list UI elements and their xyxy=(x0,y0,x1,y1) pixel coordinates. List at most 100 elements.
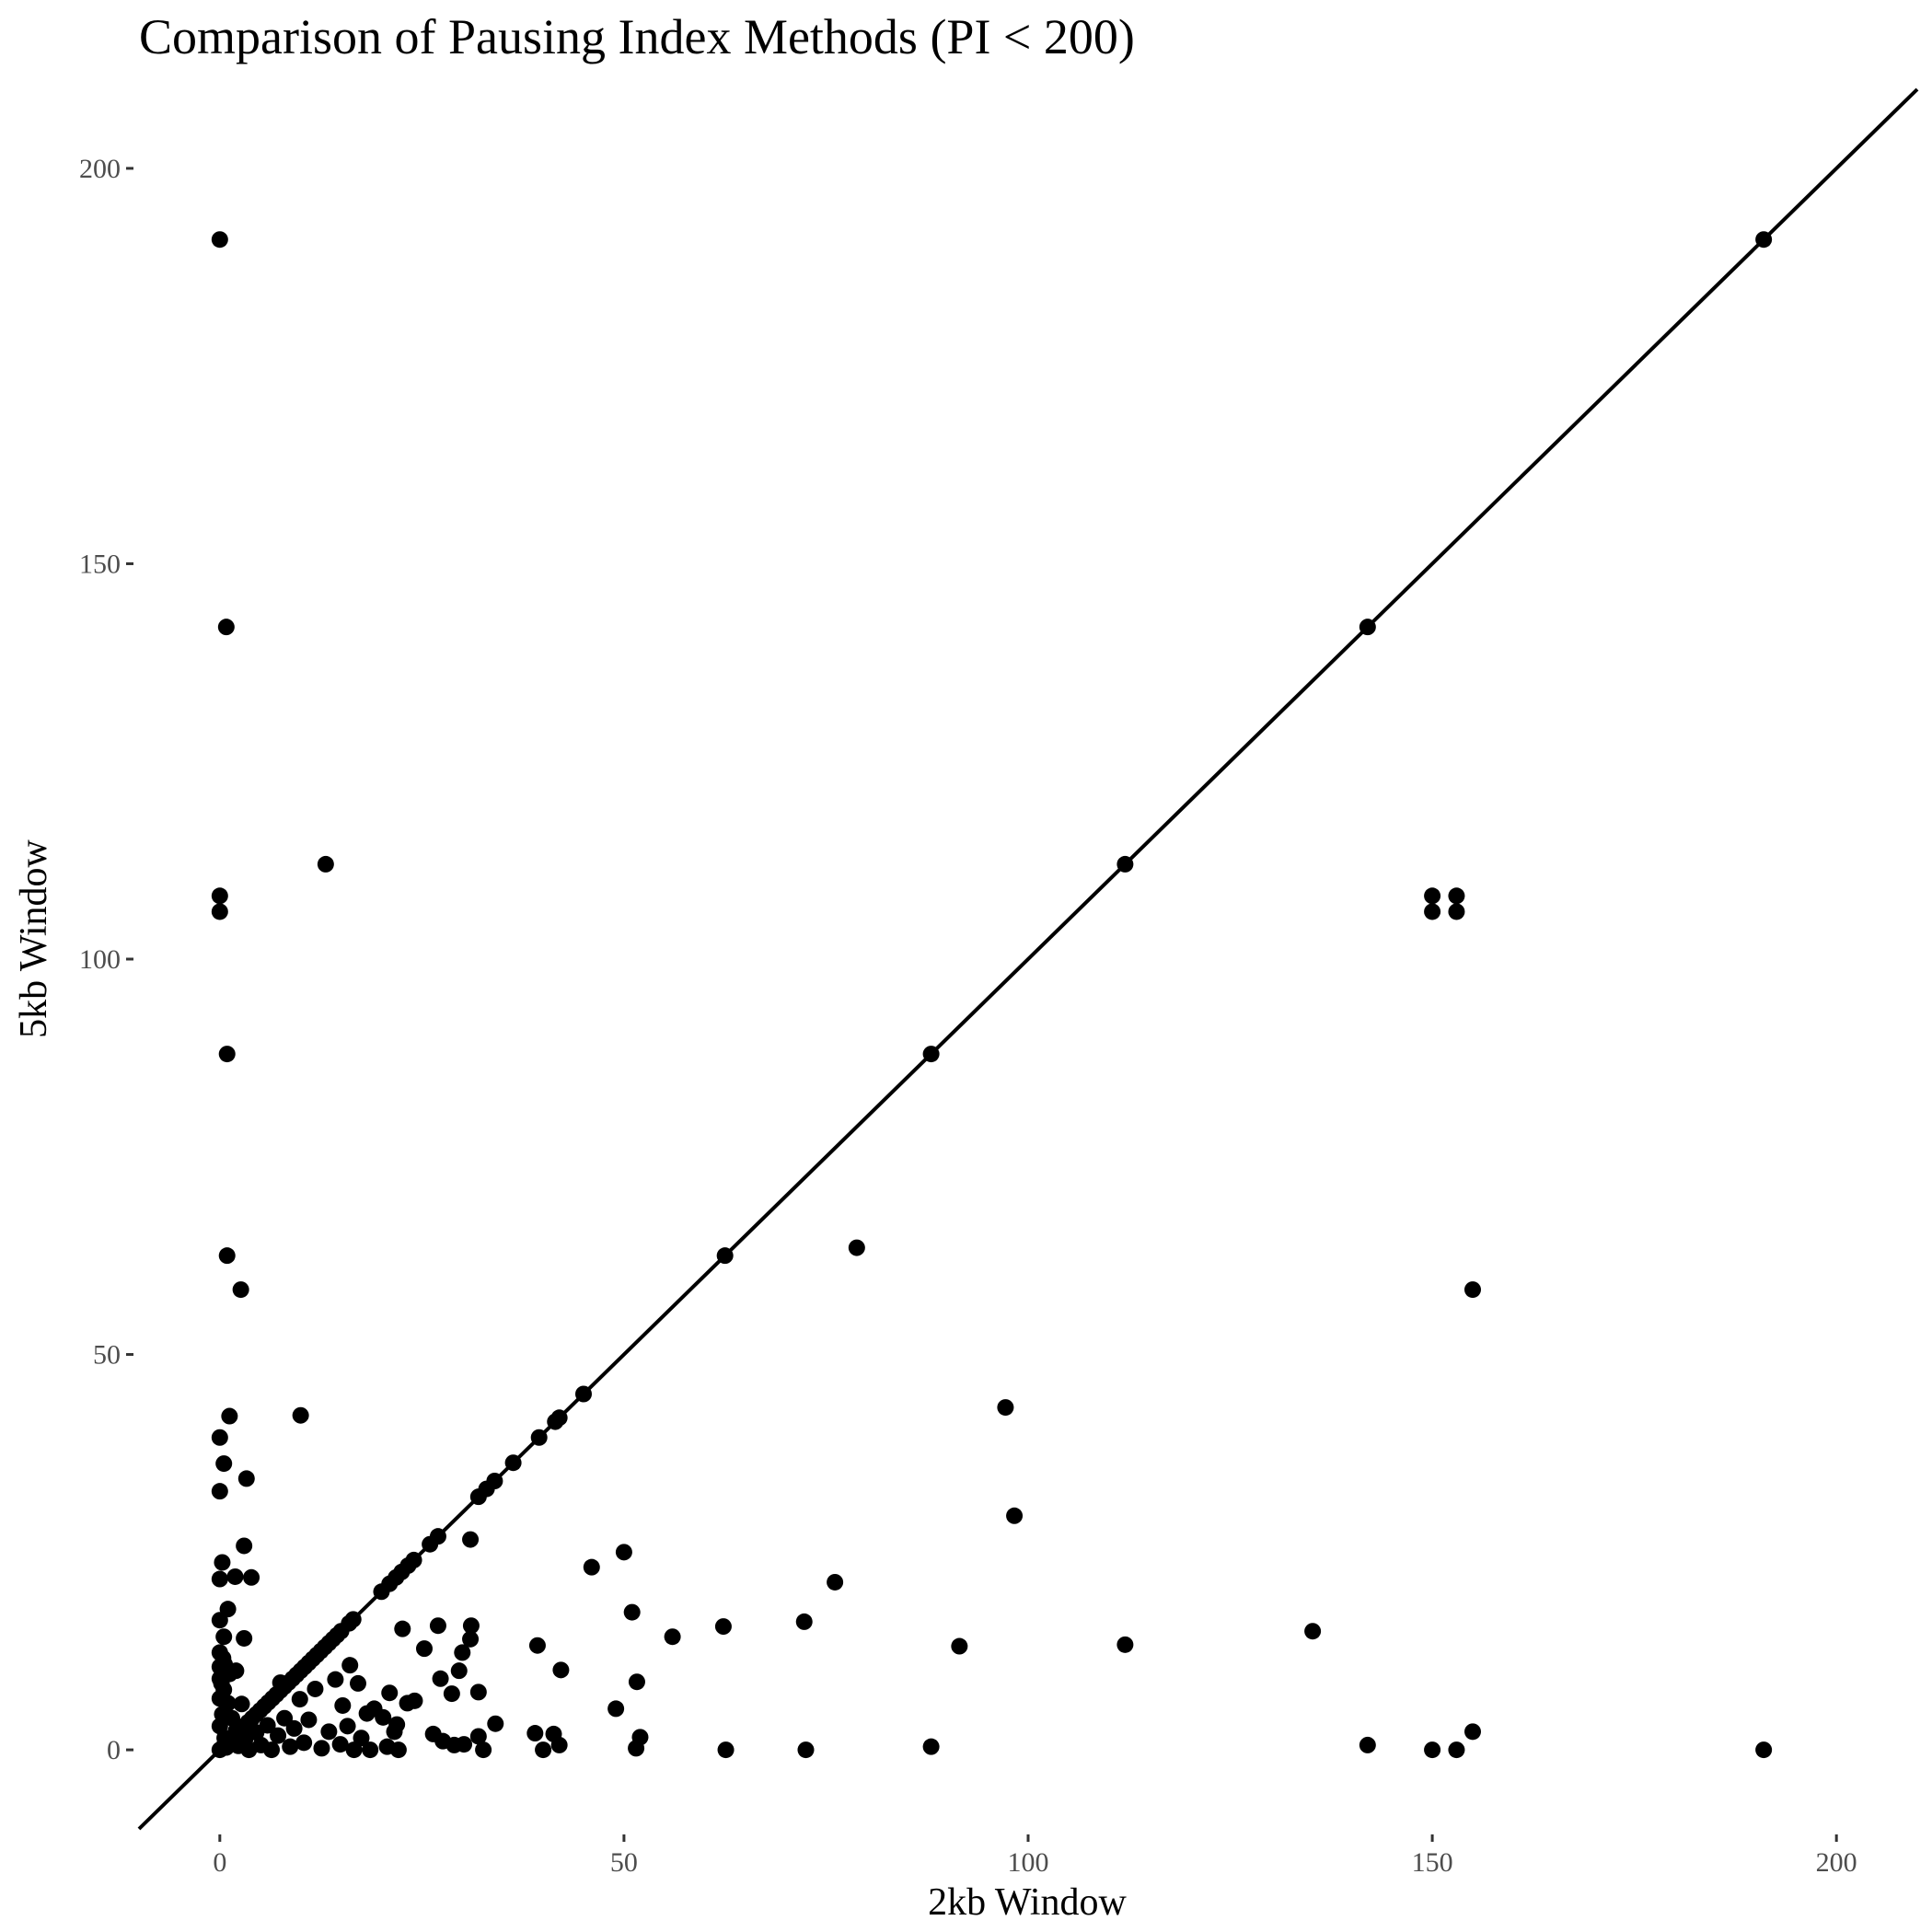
y-axis-label: 5kb Window xyxy=(13,839,55,1037)
data-point xyxy=(1116,1636,1134,1653)
data-point xyxy=(456,1736,473,1753)
data-point xyxy=(795,1613,813,1630)
data-point xyxy=(631,1729,649,1746)
data-point xyxy=(1359,619,1376,636)
data-point xyxy=(211,903,228,920)
data-point xyxy=(664,1628,681,1646)
data-point xyxy=(997,1399,1014,1417)
data-point xyxy=(341,1657,359,1674)
data-point xyxy=(550,1409,568,1427)
data-point xyxy=(1424,887,1441,905)
data-point xyxy=(217,619,235,636)
y-tick-label: 0 xyxy=(107,1735,121,1765)
data-point xyxy=(486,1473,503,1489)
data-point xyxy=(243,1568,260,1586)
data-point xyxy=(218,1247,236,1265)
x-axis-label: 2kb Window xyxy=(928,1881,1127,1924)
data-point xyxy=(211,231,228,249)
data-point xyxy=(415,1640,433,1658)
data-point xyxy=(226,1568,244,1585)
data-point xyxy=(462,1617,480,1635)
data-point xyxy=(583,1558,600,1576)
data-point xyxy=(327,1671,344,1688)
data-point xyxy=(317,855,334,873)
data-point xyxy=(345,1741,363,1759)
data-point xyxy=(797,1741,815,1759)
data-point xyxy=(270,1727,287,1744)
data-point xyxy=(469,1728,487,1745)
data-point xyxy=(211,1612,228,1629)
data-point xyxy=(1359,1736,1376,1753)
x-tick-label: 0 xyxy=(213,1847,226,1878)
data-point xyxy=(291,1691,308,1708)
data-point xyxy=(1755,231,1773,249)
data-point xyxy=(233,1695,250,1713)
data-point xyxy=(552,1661,570,1679)
data-point xyxy=(406,1692,423,1709)
data-point xyxy=(349,1674,366,1692)
data-point xyxy=(236,1537,253,1555)
data-point xyxy=(295,1734,313,1752)
data-point xyxy=(339,1718,356,1735)
data-point xyxy=(285,1719,303,1737)
data-point xyxy=(487,1715,504,1732)
data-point xyxy=(1304,1623,1322,1640)
data-point xyxy=(535,1741,552,1759)
data-point xyxy=(353,1730,370,1747)
data-point xyxy=(263,1741,281,1759)
x-tick-label: 50 xyxy=(610,1847,638,1878)
x-tick-label: 100 xyxy=(1008,1847,1049,1878)
data-points xyxy=(211,231,1773,1759)
data-point xyxy=(307,1680,324,1697)
data-point xyxy=(282,1738,299,1755)
data-point xyxy=(462,1630,480,1648)
data-point xyxy=(504,1454,522,1472)
data-point xyxy=(1448,903,1465,920)
data-point xyxy=(1424,903,1441,920)
data-point xyxy=(232,1281,249,1299)
data-point xyxy=(344,1611,362,1628)
data-point xyxy=(443,1685,460,1703)
data-point xyxy=(1448,887,1465,905)
data-point xyxy=(429,1617,446,1635)
data-point xyxy=(292,1406,309,1424)
data-point xyxy=(429,1528,446,1545)
data-point xyxy=(628,1673,645,1691)
data-point xyxy=(1424,1741,1441,1759)
x-tick-label: 150 xyxy=(1412,1847,1453,1878)
data-point xyxy=(211,887,228,905)
y-tick-label: 150 xyxy=(79,549,121,579)
data-point xyxy=(454,1644,471,1661)
data-point xyxy=(389,1741,407,1759)
x-tick-label: 200 xyxy=(1816,1847,1857,1878)
data-point xyxy=(388,1716,406,1733)
x-axis-ticks: 0 50 100 150 200 xyxy=(213,1834,1857,1878)
data-point xyxy=(848,1239,865,1256)
data-point xyxy=(922,1046,940,1063)
data-point xyxy=(1116,855,1134,873)
data-point xyxy=(432,1670,449,1687)
data-point xyxy=(313,1740,330,1757)
data-point xyxy=(215,1628,233,1646)
data-point xyxy=(550,1736,568,1753)
data-point xyxy=(951,1637,968,1655)
data-point xyxy=(450,1662,468,1680)
data-point xyxy=(394,1620,411,1637)
data-point xyxy=(237,1470,255,1487)
data-point xyxy=(1755,1741,1773,1759)
data-point xyxy=(469,1683,487,1701)
data-point xyxy=(462,1531,480,1548)
data-point xyxy=(211,1570,228,1588)
data-point xyxy=(334,1696,352,1714)
data-point xyxy=(375,1708,392,1726)
y-axis-ticks: 0 50 100 150 200 xyxy=(79,154,133,1765)
data-point xyxy=(1464,1281,1481,1299)
data-point xyxy=(530,1429,548,1446)
data-point xyxy=(575,1385,592,1403)
data-point xyxy=(827,1573,844,1591)
y-tick-label: 50 xyxy=(93,1340,121,1371)
data-point xyxy=(218,1046,236,1063)
data-point xyxy=(331,1736,349,1753)
data-point xyxy=(475,1741,492,1759)
